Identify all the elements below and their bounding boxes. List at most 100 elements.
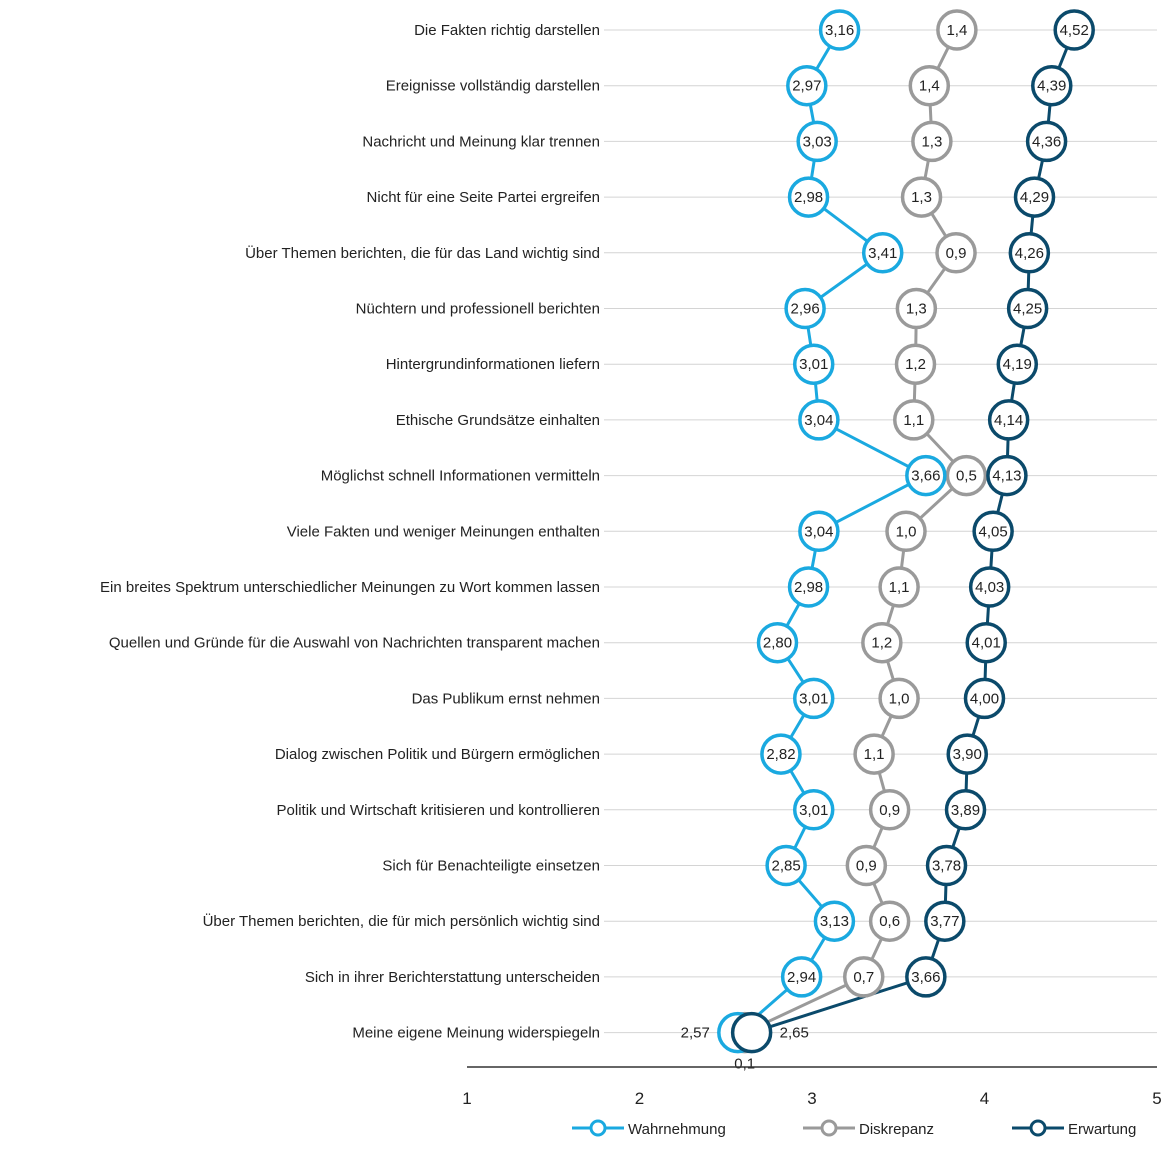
- data-label: 3,13: [820, 913, 849, 930]
- category-labels: Die Fakten richtig darstellen Ereignisse …: [100, 22, 600, 1042]
- data-label: 1,3: [911, 189, 932, 206]
- marker-wahrnehmung: 3,01: [792, 343, 835, 385]
- data-point: [986, 454, 1028, 497]
- marker-wahrnehmung: 2,94: [780, 956, 823, 998]
- data-label: 2,57: [681, 1025, 710, 1042]
- marker-diskrepanz: 1,3: [911, 120, 953, 163]
- marker-wahrnehmung: 3,16: [818, 9, 861, 51]
- data-label: 3,03: [803, 133, 832, 150]
- data-point: [765, 844, 807, 887]
- x-tick-label: 4: [980, 1089, 989, 1108]
- data-label: 1,1: [889, 579, 910, 596]
- marker-wahrnehmung: 2,82: [760, 733, 802, 775]
- data-label: 0,9: [879, 802, 900, 819]
- marker-diskrepanz: 1,2: [861, 621, 903, 664]
- category-label: Meine eigene Meinung widerspiegeln: [352, 1025, 600, 1042]
- data-point: [730, 1011, 773, 1054]
- data-label: 0,9: [946, 245, 967, 262]
- data-label: 4,01: [972, 635, 1001, 652]
- category-label: Ethische Grundsätze einhalten: [396, 412, 600, 429]
- marker-wahrnehmung: 3,01: [792, 677, 835, 720]
- data-point: [878, 677, 920, 720]
- data-label: 2,65: [780, 1025, 809, 1042]
- data-label: 4,52: [1060, 22, 1089, 39]
- data-label: 4,39: [1037, 78, 1066, 95]
- category-label: Das Publikum ernst nehmen: [412, 690, 600, 707]
- data-point: [905, 956, 947, 998]
- data-label: 0,1: [734, 1056, 755, 1073]
- marker-diskrepanz: 1,4: [908, 64, 951, 107]
- marker-erwartung: 3,66: [905, 956, 947, 998]
- marker-diskrepanz: 1,0: [878, 677, 920, 720]
- data-point: [792, 343, 835, 385]
- data-label: 1,3: [921, 133, 942, 150]
- data-point: [1008, 232, 1051, 274]
- data-label: 1,2: [905, 356, 926, 373]
- marker-wahrnehmung: 2,98: [787, 566, 830, 608]
- data-label: 2,85: [772, 858, 801, 875]
- data-point: [895, 287, 938, 330]
- marker-erwartung: 4,13: [986, 454, 1028, 497]
- category-label: Ein breites Spektrum unterschiedlicher M…: [100, 579, 600, 596]
- category-label: Politik und Wirtschaft kritisieren und k…: [277, 802, 600, 819]
- data-point: [792, 789, 835, 831]
- data-point: [798, 510, 840, 553]
- marker-erwartung: 4,00: [963, 677, 1006, 720]
- data-label: 1,2: [871, 635, 892, 652]
- marker-diskrepanz: 0,5: [945, 454, 988, 497]
- data-point: [911, 120, 953, 163]
- data-point: [936, 9, 978, 51]
- marker-diskrepanz: 0,9: [935, 232, 977, 274]
- marker-wahrnehmung: 2,97: [786, 64, 828, 107]
- category-label: Die Fakten richtig darstellen: [414, 22, 600, 39]
- data-label: 3,41: [868, 245, 897, 262]
- category-label: Ereignisse vollständig darstellen: [386, 78, 600, 95]
- marker-erwartung: 4,14: [987, 399, 1030, 441]
- data-point: [944, 789, 987, 831]
- category-label: Nicht für eine Seite Partei ergreifen: [367, 189, 600, 206]
- data-label: 1,1: [903, 412, 924, 429]
- category-label: Über Themen berichten, die für mich pers…: [203, 912, 600, 930]
- x-tick-label: 5: [1152, 1089, 1161, 1108]
- marker-diskrepanz: 1,3: [895, 287, 938, 330]
- data-point: [787, 176, 830, 218]
- marker-erwartung: 3,78: [925, 844, 968, 887]
- data-label: 4,19: [1003, 356, 1032, 373]
- data-label: 3,01: [799, 356, 828, 373]
- legend-marker: [1029, 1119, 1047, 1137]
- marker-diskrepanz: 1,1: [878, 566, 920, 608]
- data-point: [756, 621, 799, 664]
- data-point: [965, 621, 1007, 664]
- data-label: 4,03: [975, 579, 1004, 596]
- data-point: [1025, 120, 1068, 163]
- data-point: [996, 343, 1039, 385]
- data-point: [924, 900, 966, 942]
- data-point: [853, 733, 895, 775]
- series-markers: 1,4 1,4 1,3 1,3 0,9 1,3 1,2 1,1 0,5 1,0 1,1 1,2 1,0 1…: [681, 9, 1095, 1073]
- legend-item-diskrepanz: Diskrepanz: [803, 1119, 934, 1138]
- marker-diskrepanz: 0,7: [843, 956, 885, 998]
- x-tick-label: 2: [635, 1089, 644, 1108]
- data-point: [784, 287, 826, 330]
- data-point: [946, 733, 988, 775]
- data-point: [908, 64, 951, 107]
- legend-label: Wahrnehmung: [628, 1121, 726, 1138]
- data-label: 3,66: [911, 969, 940, 986]
- marker-wahrnehmung: 2,98: [787, 176, 830, 218]
- marker-diskrepanz: 1,4: [936, 9, 978, 51]
- data-point: [786, 64, 828, 107]
- marker-erwartung: 4,25: [1006, 287, 1049, 330]
- data-label: 3,66: [911, 468, 940, 485]
- data-point: [1031, 64, 1073, 107]
- data-point: [792, 677, 835, 720]
- marker-erwartung: 4,36: [1025, 120, 1068, 163]
- marker-wahrnehmung: 2,96: [784, 287, 826, 330]
- category-label: Viele Fakten und weniger Meinungen entha…: [287, 523, 600, 540]
- data-point: [861, 621, 903, 664]
- data-label: 4,14: [994, 412, 1023, 429]
- marker-erwartung: 4,03: [968, 566, 1011, 608]
- data-point: [780, 956, 823, 998]
- data-label: 1,1: [864, 746, 885, 763]
- data-point: [868, 789, 911, 831]
